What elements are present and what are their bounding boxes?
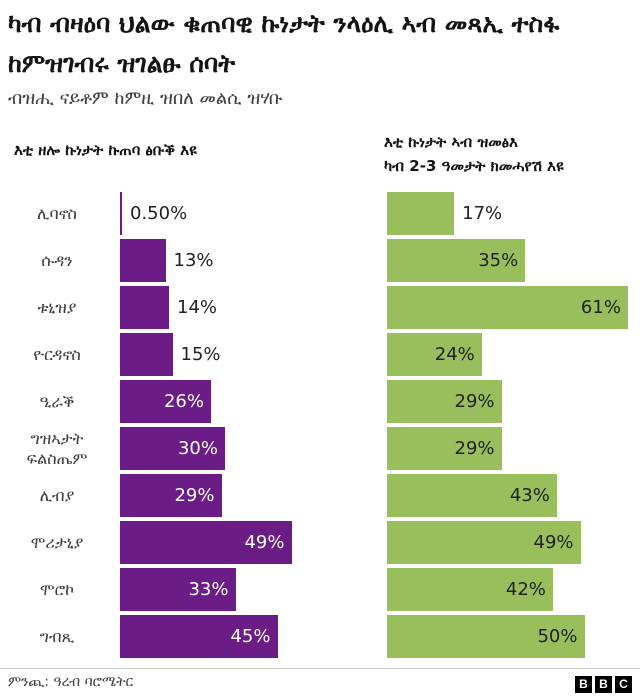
left-value-label: 15% (180, 343, 221, 365)
left-bar (120, 192, 122, 235)
country-label: ሊባኖስ (2, 204, 112, 224)
country-label: ዒራቕ (2, 392, 112, 412)
right-value-label: 61% (580, 296, 621, 318)
left-bar (120, 380, 211, 423)
right-bar (387, 568, 553, 611)
right-value-label: 29% (454, 437, 495, 459)
left-value-label: 49% (244, 531, 285, 553)
right-bar (387, 286, 628, 329)
left-value-label: 33% (188, 578, 229, 600)
right-bar (387, 521, 581, 564)
country-label-line: ሊብያ (39, 485, 75, 505)
left-value-label: 29% (174, 484, 215, 506)
left-bar (120, 427, 225, 470)
source-note: ምንጪ: ዓረብ ባሮሜትር (8, 674, 134, 690)
country-label: ቱኒዝያ (2, 298, 112, 318)
panel-heading-line: እቲ ዘሎ ኩነታት ኩጠባ ፅቡቕ እዩ (14, 141, 197, 159)
right-value-label: 35% (478, 249, 519, 271)
left-bar (120, 286, 169, 329)
right-value-label: 24% (434, 343, 475, 365)
right-value-label: 17% (462, 202, 503, 224)
right-bar (387, 474, 557, 517)
country-label: ግዝኣታት ፍልስጤም (2, 429, 112, 469)
left-value-label: 13% (173, 249, 214, 271)
left-value-label: 45% (230, 625, 271, 647)
country-label: ሞሮኮ (2, 580, 112, 600)
right-bar (387, 239, 526, 282)
left-bar (120, 521, 292, 564)
country-label-line: ግዝኣታት (30, 428, 84, 448)
left-bar (120, 333, 173, 376)
country-label-line: ግብጺ (39, 626, 75, 646)
right-panel-heading: እቲ ኩነታት ኣብ ዝመፅእ ካብ 2-3 ዓመታት ክመሓየሽ እዩ (384, 130, 564, 178)
right-value-label: 49% (533, 531, 574, 553)
left-value-label: 0.50% (130, 202, 188, 224)
country-label-line: ሱዳን (41, 250, 73, 270)
left-value-label: 26% (163, 390, 204, 412)
country-label-line: ዮርዳኖስ (33, 344, 81, 364)
right-bar (387, 333, 482, 376)
country-label: ዮርዳኖስ (2, 345, 112, 365)
panel-heading-line: ካብ 2-3 ዓመታት ክመሓየሽ እዩ (384, 157, 564, 175)
country-label-line: ዒራቕ (39, 391, 75, 411)
left-value-label: 30% (177, 437, 218, 459)
left-value-label: 14% (177, 296, 218, 318)
right-value-label: 29% (454, 390, 495, 412)
left-bar (120, 474, 222, 517)
right-bar (387, 615, 585, 658)
chart-title: ካብ ብዛዕባ ህልው ቁጠባዊ ኩነታት ንላዕሊ ኣብ መጻኢ ተስፋ ከም… (8, 9, 560, 78)
country-label: ሞሪታኒያ (2, 533, 112, 553)
country-label: ሊብያ (2, 486, 112, 506)
right-bar (387, 427, 502, 470)
right-bar (387, 380, 502, 423)
right-value-label: 43% (509, 484, 550, 506)
logo-letter: B (595, 676, 612, 693)
right-bar (387, 192, 455, 235)
panel-heading-line: እቲ ኩነታት ኣብ ዝመፅእ (384, 133, 518, 151)
right-value-label: 50% (537, 625, 578, 647)
chart-subtitle: ብዝሒ ናይቶም ከምዚ ዝበለ መልሲ ዝሃቡ (8, 88, 283, 109)
logo-letter: B (575, 676, 592, 693)
country-label-line: ሞሪታኒያ (30, 532, 84, 552)
footer-divider (0, 668, 640, 669)
country-label-line: ቱኒዝያ (37, 297, 77, 317)
logo-letter: C (615, 676, 632, 693)
left-bar (120, 615, 278, 658)
country-label: ሱዳን (2, 251, 112, 271)
country-label-line: ሞሮኮ (39, 579, 75, 599)
left-panel-heading: እቲ ዘሎ ኩነታት ኩጠባ ፅቡቕ እዩ (14, 138, 197, 162)
country-label-line: ፍልስጤም (26, 448, 88, 468)
bbc-logo: B B C (575, 676, 632, 693)
left-bar (120, 568, 236, 611)
country-label-line: ሊባኖስ (37, 203, 77, 223)
left-bar (120, 239, 166, 282)
country-label: ግብጺ (2, 627, 112, 647)
right-value-label: 42% (505, 578, 546, 600)
